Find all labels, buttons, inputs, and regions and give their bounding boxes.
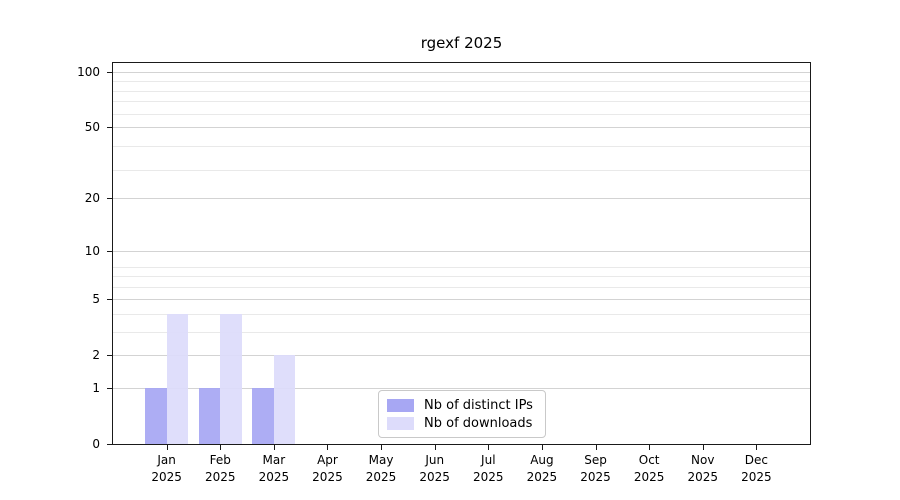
- gridline-minor: [113, 169, 810, 171]
- x-tick-label-aug: Aug 2025: [526, 453, 558, 484]
- gridline-major: [113, 126, 810, 128]
- gridline-major: [113, 71, 810, 73]
- gridline-minor: [113, 332, 810, 334]
- legend-label: Nb of downloads: [424, 415, 533, 431]
- x-tick-label-sep: Sep 2025: [580, 453, 611, 484]
- x-tick-mark: [756, 445, 758, 450]
- distinct-ips-bar-jan: [145, 388, 167, 444]
- y-tick-label: 10: [84, 243, 100, 258]
- gridline-major: [113, 355, 810, 357]
- gridline-minor: [113, 101, 810, 103]
- y-tick-label: 0: [92, 437, 100, 451]
- x-tick-label-nov: Nov 2025: [687, 453, 719, 484]
- x-tick-mark: [273, 445, 275, 450]
- y-tick-mark: [107, 126, 113, 128]
- x-tick-mark: [595, 445, 597, 450]
- y-tick-mark: [107, 71, 113, 73]
- x-tick-mark: [702, 445, 704, 450]
- gridline-major: [113, 250, 810, 252]
- gridline-minor: [113, 287, 810, 289]
- gridline-minor: [113, 314, 810, 316]
- distinct-ips-swatch: [387, 398, 414, 412]
- gridline-minor: [113, 90, 810, 92]
- y-tick-label: 50: [84, 119, 100, 134]
- y-tick-label: 1: [92, 381, 100, 396]
- y-tick-mark: [107, 355, 113, 357]
- y-tick-label: 20: [84, 191, 100, 206]
- x-tick-label-jul: Jul 2025: [473, 453, 504, 484]
- y-tick-label: 2: [92, 348, 100, 363]
- y-tick-mark: [107, 444, 113, 445]
- y-tick-mark: [107, 388, 113, 390]
- x-tick-mark: [220, 445, 222, 450]
- x-tick-label-dec: Dec 2025: [741, 453, 772, 484]
- downloads-bar-jan: [166, 314, 189, 444]
- x-tick-mark: [381, 445, 383, 450]
- x-tick-mark: [166, 445, 168, 450]
- y-tick-mark: [107, 198, 113, 200]
- x-tick-label-feb: Feb 2025: [204, 453, 236, 484]
- x-tick-mark: [649, 445, 651, 450]
- y-tick-label: 100: [77, 64, 100, 79]
- y-tick-label: 5: [92, 292, 100, 307]
- legend-item: Nb of distinct IPs: [387, 397, 537, 414]
- y-tick-mark: [107, 250, 113, 252]
- x-tick-mark: [327, 445, 329, 450]
- downloads-bar-mar: [273, 355, 296, 444]
- x-tick-mark: [541, 445, 543, 450]
- legend-item: Nb of downloads: [387, 415, 537, 432]
- downloads-bar-feb: [220, 314, 242, 444]
- x-tick-label-may: May 2025: [365, 453, 397, 484]
- chart-title: rgexf 2025: [420, 34, 503, 52]
- distinct-ips-bar-feb: [198, 388, 221, 444]
- gridline-minor: [113, 276, 810, 278]
- x-tick-mark: [488, 445, 490, 450]
- gridline-major: [113, 299, 810, 301]
- distinct-ips-bar-mar: [252, 388, 274, 444]
- x-tick-mark: [434, 445, 436, 450]
- downloads-swatch: [387, 416, 414, 430]
- gridline-minor: [113, 81, 810, 83]
- gridline-major: [113, 198, 810, 200]
- legend: Nb of distinct IPs Nb of downloads: [378, 390, 546, 438]
- x-tick-label-apr: Apr 2025: [312, 453, 343, 484]
- x-tick-label-jan: Jan 2025: [151, 453, 182, 484]
- gridline-major: [113, 388, 810, 390]
- gridline-minor: [113, 146, 810, 148]
- gridline-minor: [113, 266, 810, 268]
- x-tick-label-jun: Jun 2025: [419, 453, 450, 484]
- legend-label: Nb of distinct IPs: [424, 397, 533, 413]
- x-tick-label-oct: Oct 2025: [633, 453, 665, 484]
- x-tick-label-mar: Mar 2025: [258, 453, 290, 484]
- gridline-minor: [113, 113, 810, 115]
- y-tick-mark: [107, 299, 113, 301]
- plot-area: [112, 62, 811, 445]
